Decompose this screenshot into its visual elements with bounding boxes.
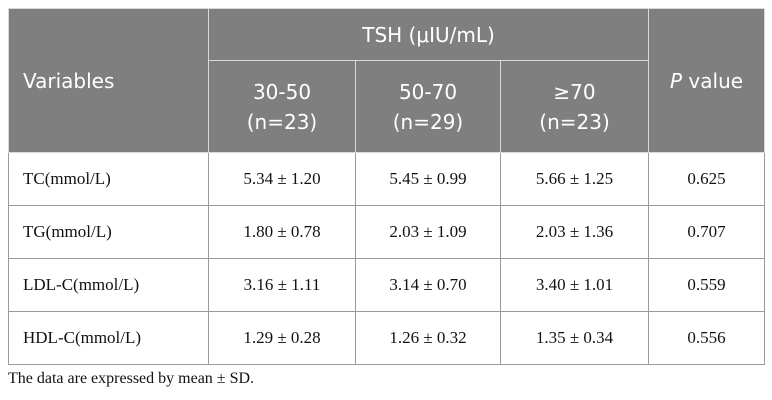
header-cell: 50-70 (n=29) (355, 60, 501, 153)
table-cell: TC(mmol/L) (8, 152, 209, 206)
header-text: (n=23) (246, 109, 318, 134)
header-text: (n=29) (392, 109, 464, 134)
table-cell: 5.66 ± 1.25 (499, 152, 650, 206)
table-cell: 3.14 ± 0.70 (355, 258, 501, 312)
header-text: value (688, 68, 744, 93)
table-cell: 1.26 ± 0.32 (355, 311, 501, 365)
header-text: TSH (μIU/mL) (362, 22, 495, 47)
table-cell: 5.34 ± 1.20 (208, 152, 356, 206)
header-cell: ≥70 (n=23) (499, 60, 650, 153)
header-cell: 30-50 (n=23) (208, 60, 356, 153)
table-cell: 0.707 (648, 205, 766, 259)
table-cell: 1.35 ± 0.34 (499, 311, 650, 365)
table-cell: HDL-C(mmol/L) (8, 311, 209, 365)
header-text: Variables (23, 68, 115, 93)
table-cell: 3.16 ± 1.11 (208, 258, 356, 312)
table-row: LDL-C(mmol/L) 3.16 ± 1.11 3.14 ± 0.70 3.40 … (8, 258, 766, 312)
table-cell: 0.556 (648, 311, 766, 365)
table-cell: 5.45 ± 0.99 (355, 152, 501, 206)
header-text: 30-50 (252, 79, 312, 104)
header-symbol: P (670, 68, 683, 93)
header-text: (n=23) (539, 109, 610, 134)
table-cell: TG(mmol/L) (8, 205, 209, 259)
table-cell: 2.03 ± 1.36 (499, 205, 650, 259)
table-row: HDL-C(mmol/L) 1.29 ± 0.28 1.26 ± 0.32 1.35 … (8, 311, 766, 365)
table-cell: 0.559 (648, 258, 766, 312)
header-cell: TSH (μIU/mL) (207, 8, 650, 61)
table-row: TC(mmol/L) 5.34 ± 1.20 5.45 ± 0.99 5.66 ± 1… (8, 152, 766, 206)
header-cell: P value (648, 8, 766, 153)
table-cell: LDL-C(mmol/L) (8, 258, 209, 312)
table-cell: 1.80 ± 0.78 (208, 205, 356, 259)
table-cell: 0.625 (648, 152, 766, 206)
data-table: Variables TSH (μIU/mL) P value 30-50 (n=2… (8, 8, 766, 365)
table-row: TG(mmol/L) 1.80 ± 0.78 2.03 ± 1.09 2.03 ± 1… (8, 205, 766, 259)
footnote: The data are expressed by mean ± SD. (8, 370, 255, 387)
table-cell: 3.40 ± 1.01 (499, 258, 650, 312)
table-cell: 2.03 ± 1.09 (355, 205, 501, 259)
table-cell: 1.29 ± 0.28 (208, 311, 356, 365)
header-text: 50-70 (398, 79, 458, 104)
header-text: ≥70 (553, 79, 596, 104)
header-cell: Variables (8, 8, 209, 153)
